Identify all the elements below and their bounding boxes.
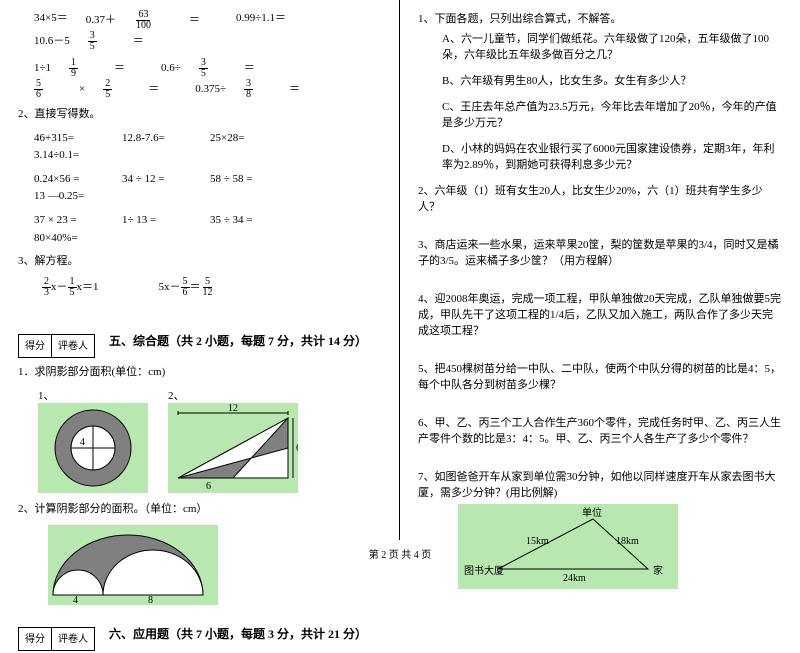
arc-label-4: 4 [73,595,78,605]
q2-row: 0.24×56 = 34 ÷ 12 = 58 ÷ 58 = 13 —0.25= [34,171,381,206]
fig1-wrap: 1、 4 [38,387,148,493]
circle-radius-label: 4 [80,437,85,448]
eq2: 5x－56＝512 [159,277,215,298]
q5-2: 2、计算阴影部分的面积。（单位：cm） [18,501,381,519]
q5-1: 1．求阴影部分面积(单位：cm) [18,364,381,382]
calc-row-1: 34×5＝ 0.37＋63100＝ 0.99÷1.1＝ 10.6－535＝ [18,10,381,52]
score-box-2: 得分 评卷人 [18,627,95,651]
section6-title: 六、应用题（共 7 小题，每题 3 分，共计 21 分） [95,622,381,646]
section5-title: 五、综合题（共 2 小题，每题 7 分，共计 14 分） [95,329,381,353]
circle-figure: 4 [38,403,148,493]
score-label: 得分 [19,335,52,357]
q2-row: 46+315= 12.8-7.6= 25×28= 3.14÷0.1= [34,130,381,165]
r-qA: A、六一儿童节，同学们做纸花。六年级做了120朵，五年级做了100朵，六年级比五… [442,30,782,62]
fig2-label: 2、 [168,387,298,403]
fig1-label: 1、 [38,387,148,403]
calc-row-2: 1÷119＝ 0.6÷35＝ 56×25＝ 0.375÷38＝ [18,58,381,100]
expr: 13 —0.25= [34,188,104,206]
r-q5: 5、把450棵树苗分给一中队、二中队，使两个中队分得的树苗的比是4：5，每个中队… [418,360,782,392]
expr: 35 ÷ 34 = [210,212,280,230]
expr: 12.8-7.6= [122,130,192,148]
r-q3: 3、商店运来一些水果，运来苹果20筐，梨的筐数是苹果的3/4，同时又是橘子的3/… [418,236,782,268]
expr: 56×25＝ [34,79,177,100]
expr: 0.37＋63100＝ [86,10,218,31]
expr: 10.6－535＝ [34,31,162,52]
grader-label: 评卷人 [52,335,94,357]
expr: 34 ÷ 12 = [122,171,192,189]
tri-top-label: 12 [228,403,238,414]
expr: 34×5＝ [34,10,68,31]
map-br: 家 [653,564,663,577]
r-q7: 7、如图爸爸开车从家到单位需30分钟，如他以同样速度开车从家去图书大厦，需多少分… [418,468,782,500]
expr: 37 × 23 = [34,212,104,230]
expr: 58 ÷ 58 = [210,171,280,189]
expr: 1÷119＝ [34,58,143,79]
tri-bottom-label: 6 [206,481,211,492]
score-label: 得分 [19,628,52,650]
map-top: 单位 [582,506,602,519]
r-q2: 2、六年级（1）班有女生20人，比女生少20%，六（1）班共有学生多少人？ [418,182,782,214]
r-qB: B、六年级有男生80人，比女生多。女生有多少人？ [442,72,782,88]
map-bl: 图书大厦 [464,564,504,577]
map-bottom: 24km [563,573,586,584]
q3-title: 3、解方程。 [18,253,381,271]
q2-title: 2、直接写得数。 [18,106,381,124]
section5-row: 得分 评卷人 五、综合题（共 2 小题，每题 7 分，共计 14 分） [18,322,381,360]
fig2-wrap: 2、 12 6 6 [168,387,298,493]
r-q1: 1、下面各题，只列出综合算式，不解答。 [418,10,782,26]
expr: 25×28= [210,130,280,148]
expr: 0.24×56 = [34,171,104,189]
tri-right-label: 6 [296,443,298,454]
r-q6: 6、甲、乙、丙三个工人合作生产360个零件，完成任务时甲、乙、丙三人生产零件个数… [418,414,782,446]
expr: 1÷ 13 = [122,212,192,230]
equations: 23x－15x＝1 5x－56＝512 [18,277,381,298]
q2-row: 37 × 23 = 1÷ 13 = 35 ÷ 34 = 80×40%= [34,212,381,247]
r-qD: D、小林的妈妈在农业银行买了6000元国家建设债券，定期3年，年利率为2.89％… [442,140,782,172]
right-column: 1、下面各题，只列出综合算式，不解答。 A、六一儿童节，同学们做纸花。六年级做了… [400,0,800,540]
figures-row: 1、 4 2、 12 [38,387,381,493]
page-footer: 第 2 页 共 4 页 [0,546,800,561]
expr: 3.14÷0.1= [34,147,104,165]
grader-label: 评卷人 [52,628,94,650]
section6-row: 得分 评卷人 六、应用题（共 7 小题，每题 3 分，共计 21 分） [18,615,381,653]
expr: 46+315= [34,130,104,148]
expr: 0.375÷38＝ [195,79,318,100]
expr: 0.6÷35＝ [161,58,273,79]
left-column: 34×5＝ 0.37＋63100＝ 0.99÷1.1＝ 10.6－535＝ 1÷… [0,0,400,540]
arc-label-8: 8 [148,595,153,605]
expr: 0.99÷1.1＝ [236,10,286,31]
expr: 80×40%= [34,230,104,248]
r-q4: 4、迎2008年奥运，完成一项工程，甲队单独做20天完成，乙队单独做要5完成，甲… [418,290,782,338]
triangle-figure: 12 6 6 [168,403,298,493]
score-box: 得分 评卷人 [18,334,95,358]
q2-rows: 46+315= 12.8-7.6= 25×28= 3.14÷0.1= 0.24×56 =… [18,130,381,248]
eq1: 23x－15x＝1 [42,277,99,298]
r-qC: C、王庄去年总产值为23.5万元，今年比去年增加了20％，今年的产值是多少万元？ [442,98,782,130]
